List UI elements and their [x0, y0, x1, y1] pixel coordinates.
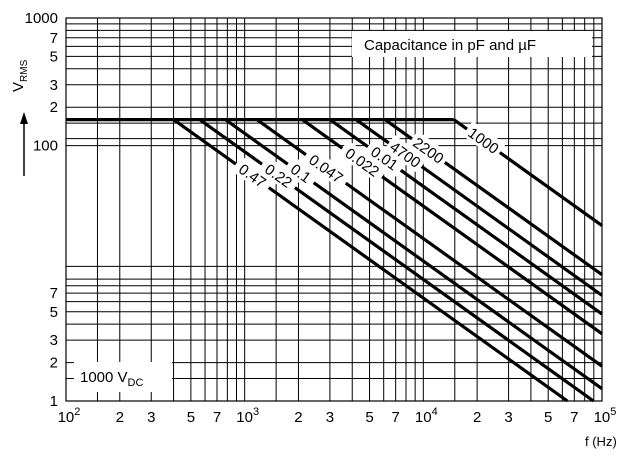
y-tick-label: 5: [50, 48, 58, 65]
y-axis-label-sub: RMS: [19, 59, 30, 82]
x-tick-label: 2: [473, 409, 481, 426]
y-tick-label: 1000: [25, 10, 58, 27]
x-tick-label: 104: [415, 406, 438, 426]
x-tick-label: 103: [236, 406, 259, 426]
series-label-bg: [462, 120, 506, 160]
x-axis-label: f (Hz): [585, 434, 617, 449]
y-tick-label: 7: [50, 30, 58, 47]
series-label-group: 1000: [462, 120, 506, 160]
legend-box-text: Capacitance in pF and µF: [364, 37, 536, 54]
dc-annotation-main: 1000 V: [80, 369, 128, 386]
dc-annotation-sub: DC: [128, 377, 144, 389]
x-tick-label: 3: [147, 409, 155, 426]
series-label-bg: [257, 156, 301, 195]
dc-annotation-bg: [74, 362, 172, 392]
x-tick-label: 3: [326, 409, 334, 426]
series-label-bg: [407, 130, 451, 169]
capacitance-curves: [66, 118, 603, 403]
x-tick-label: 105: [594, 406, 617, 426]
y-tick-label: 1: [50, 393, 58, 410]
series-label-bg: [231, 156, 275, 195]
y-tick-label: 7: [50, 285, 58, 302]
legend-box-bg: [352, 31, 592, 57]
dc-annotation: 1000 VDC: [74, 362, 172, 392]
legend-box: Capacitance in pF and µF: [352, 31, 592, 57]
x-tick-label: 5: [544, 409, 552, 426]
y-axis-label-main: V: [10, 82, 27, 92]
x-tick-label: 7: [213, 409, 221, 426]
y-axis-label-text: VRMS: [10, 59, 30, 92]
y-tick-label: 3: [50, 77, 58, 94]
y-axis-arrowhead: [20, 112, 28, 124]
x-tick-label: 2: [116, 409, 124, 426]
series-label-bg: [301, 146, 352, 190]
x-tick-label: 7: [570, 409, 578, 426]
y-axis-label: VRMS: [10, 59, 30, 176]
series-label-bg: [337, 140, 388, 184]
x-tick-label: 3: [504, 409, 512, 426]
x-tick-label: 7: [391, 409, 399, 426]
grid-lines: [65, 18, 602, 402]
y-tick-label: 2: [50, 99, 58, 116]
series-label-bg: [384, 134, 428, 174]
x-tick-label: 5: [187, 409, 195, 426]
x-tick-label: 5: [365, 409, 373, 426]
series-label-bg: [283, 156, 320, 190]
plot-frame: [65, 17, 603, 402]
y-tick-label: 5: [50, 304, 58, 321]
y-tick-label: 100: [33, 138, 58, 155]
x-tick-label: 2: [294, 409, 302, 426]
y-tick-label: 2: [50, 355, 58, 372]
dc-annotation-text: 1000 VDC: [80, 369, 143, 389]
series-label-bg: [363, 138, 407, 177]
x-tick-label: 102: [58, 406, 81, 426]
y-tick-label: 3: [50, 332, 58, 349]
